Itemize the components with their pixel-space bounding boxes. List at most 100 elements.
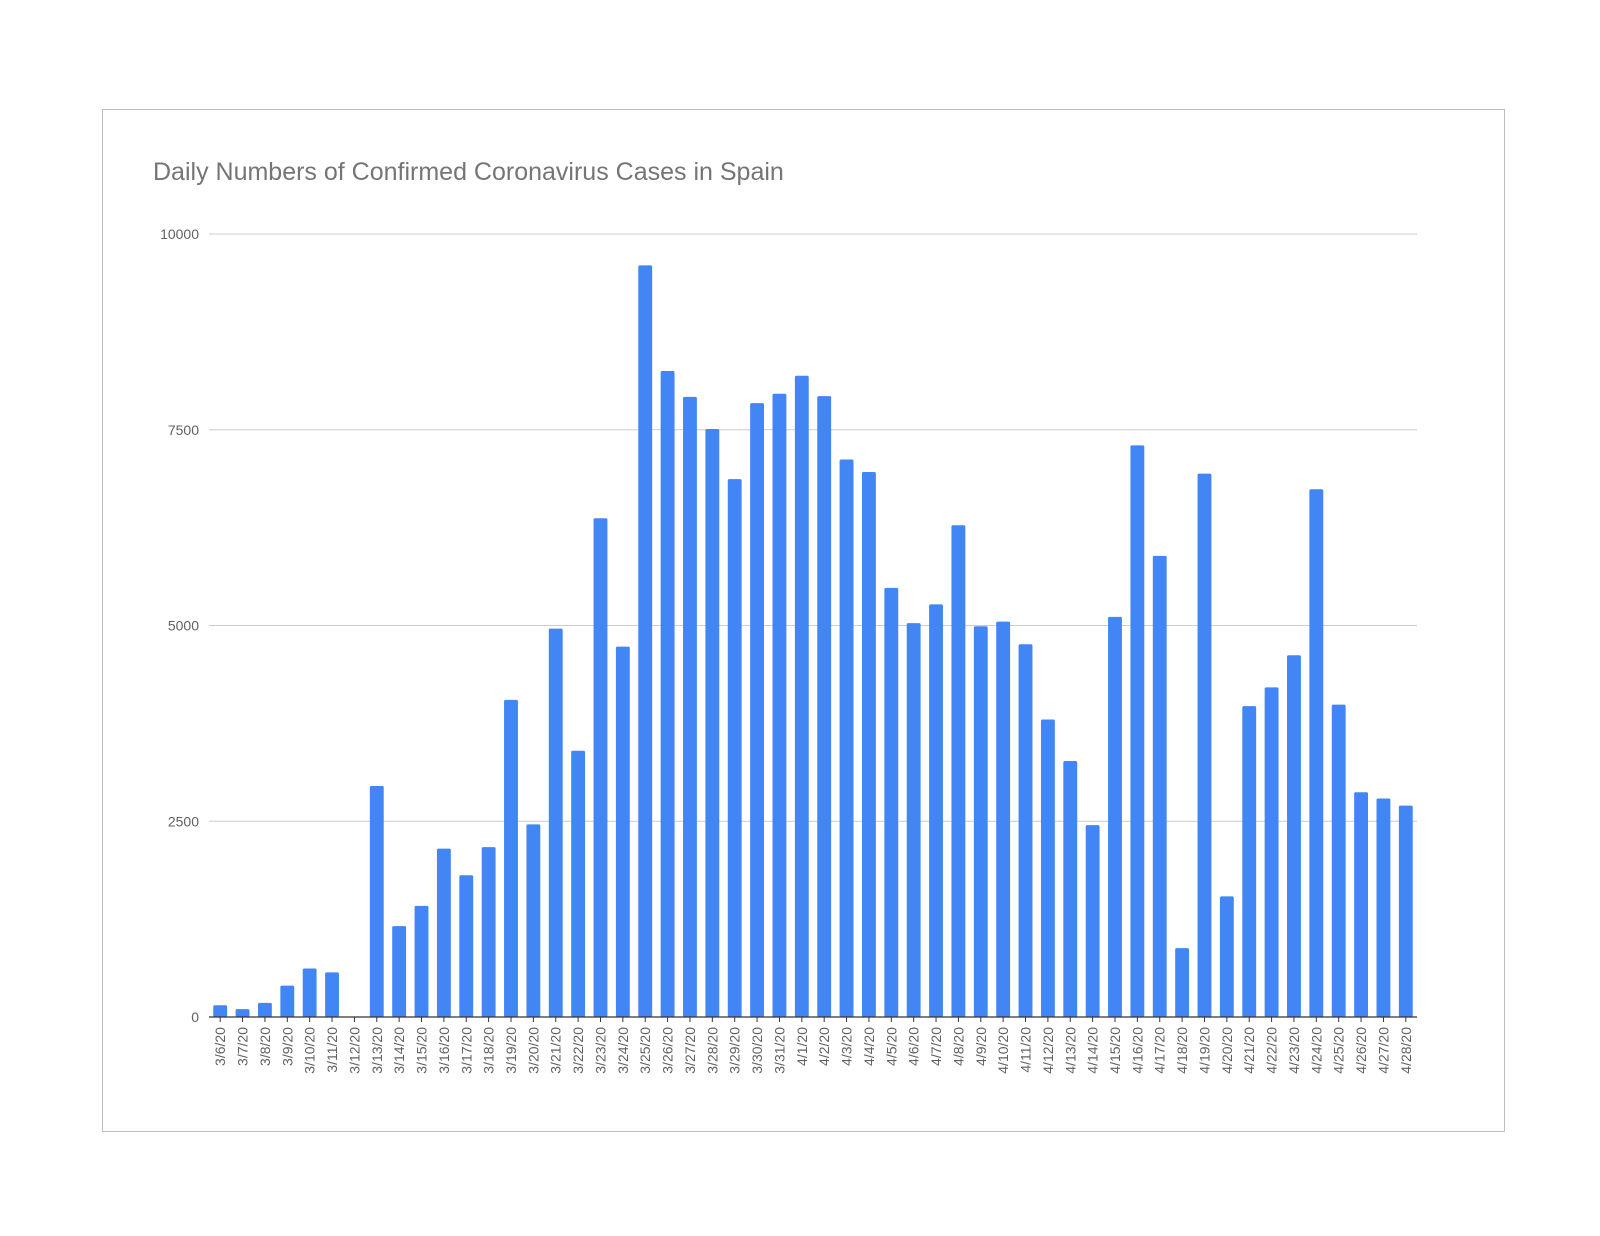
x-tick-label: 4/22/20	[1264, 1027, 1280, 1074]
x-tick-label: 3/25/20	[637, 1027, 653, 1074]
chart-title: Daily Numbers of Confirmed Coronavirus C…	[153, 158, 784, 186]
x-tick-label: 3/27/20	[682, 1027, 698, 1074]
bar	[325, 972, 339, 1017]
chart-frame: Daily Numbers of Confirmed Coronavirus C…	[102, 109, 1505, 1132]
bar	[1040, 719, 1055, 1017]
x-tick-label: 4/19/20	[1196, 1027, 1212, 1074]
bar	[973, 626, 988, 1017]
x-tick-label: 4/7/20	[928, 1027, 944, 1066]
x-tick-label: 3/28/20	[704, 1027, 720, 1074]
bar	[1331, 704, 1346, 1017]
y-tick-label: 2500	[168, 813, 199, 829]
bar	[839, 459, 854, 1017]
x-tick-label: 3/29/20	[727, 1027, 743, 1074]
bar	[817, 396, 832, 1017]
bar	[772, 393, 787, 1017]
bar	[571, 750, 586, 1017]
x-tick-label: 3/21/20	[548, 1027, 564, 1074]
x-tick-label: 4/24/20	[1308, 1027, 1324, 1074]
bar	[1354, 792, 1369, 1017]
x-tick-label: 4/12/20	[1040, 1027, 1056, 1074]
x-tick-label: 4/16/20	[1129, 1027, 1145, 1074]
x-tick-label: 3/6/20	[212, 1027, 228, 1066]
x-tick-label: 4/17/20	[1152, 1027, 1168, 1074]
bar	[1063, 760, 1078, 1017]
bars	[213, 265, 1413, 1018]
x-tick-label: 4/21/20	[1241, 1027, 1257, 1074]
bar	[861, 472, 876, 1018]
x-tick-label: 3/22/20	[570, 1027, 586, 1074]
x-tick-label: 4/11/20	[1018, 1027, 1034, 1073]
bar	[1175, 948, 1190, 1017]
x-tick-label: 3/8/20	[257, 1027, 273, 1066]
x-tick-label: 4/26/20	[1353, 1027, 1369, 1074]
x-tick-label: 3/26/20	[660, 1027, 676, 1074]
bar	[526, 824, 541, 1017]
x-tick-label: 4/5/20	[883, 1027, 899, 1066]
bar	[1018, 644, 1033, 1017]
x-tick-label: 3/7/20	[235, 1027, 251, 1066]
x-tick-label: 4/28/20	[1398, 1027, 1414, 1074]
chart-plot: 0 2500 5000 7500 10000 3/6/20 3/7/20 3/8/20 3/9…	[160, 226, 1417, 1074]
x-tick-label: 3/16/20	[436, 1027, 452, 1074]
bar	[481, 847, 496, 1017]
bar	[235, 1009, 250, 1017]
bar	[213, 1005, 228, 1017]
bar	[436, 848, 451, 1017]
x-tick-label: 3/30/20	[749, 1027, 765, 1074]
bar	[996, 621, 1011, 1017]
bar	[593, 518, 608, 1017]
bar	[257, 1002, 272, 1017]
x-tick-label: 3/24/20	[615, 1027, 631, 1074]
x-tick-label: 4/1/20	[794, 1027, 810, 1066]
bar	[1130, 445, 1145, 1017]
bar	[615, 646, 630, 1017]
bar	[660, 371, 675, 1017]
bar	[794, 375, 809, 1017]
x-tick-label: 3/23/20	[592, 1027, 608, 1074]
bar	[504, 699, 518, 1017]
bar	[369, 786, 384, 1017]
bar	[459, 875, 474, 1017]
x-tick-label: 3/10/20	[302, 1027, 318, 1074]
bar	[1287, 655, 1301, 1017]
bar	[638, 265, 653, 1017]
x-tick-label: 4/9/20	[973, 1027, 989, 1066]
x-tick-label: 4/13/20	[1062, 1027, 1078, 1074]
bar	[1309, 489, 1324, 1017]
bar	[727, 479, 742, 1018]
x-tick-label: 3/17/20	[458, 1027, 474, 1074]
bar	[1398, 805, 1413, 1017]
bar	[302, 968, 317, 1017]
x-tick-label: 4/3/20	[839, 1027, 855, 1066]
x-tick-label: 4/18/20	[1174, 1027, 1190, 1074]
x-axis	[209, 1016, 1417, 1022]
bar	[1376, 798, 1391, 1017]
x-tick-label: 3/9/20	[279, 1027, 295, 1066]
x-tick-label: 3/13/20	[369, 1027, 385, 1074]
x-axis-ticks: 3/6/20 3/7/20 3/8/20 3/9/20 3/10/20 3/11/20 3/…	[212, 1027, 1414, 1074]
x-tick-label: 3/19/20	[503, 1027, 519, 1074]
x-tick-label: 4/20/20	[1219, 1027, 1235, 1074]
x-tick-label: 4/8/20	[950, 1027, 966, 1066]
bar	[280, 985, 295, 1017]
bar	[951, 525, 966, 1017]
gridlines	[209, 233, 1417, 822]
bar	[1197, 473, 1212, 1017]
y-tick-label: 10000	[160, 226, 199, 242]
y-axis-ticks: 0 2500 5000 7500 10000	[160, 226, 199, 1025]
x-tick-label: 4/2/20	[816, 1027, 832, 1066]
x-tick-label: 4/10/20	[995, 1027, 1011, 1074]
x-tick-label: 4/25/20	[1331, 1027, 1347, 1074]
x-tick-label: 4/6/20	[906, 1027, 922, 1066]
y-tick-label: 7500	[168, 422, 199, 438]
bar	[683, 396, 697, 1017]
x-tick-label: 4/4/20	[861, 1027, 877, 1066]
x-tick-label: 3/14/20	[391, 1027, 407, 1074]
x-tick-label: 4/23/20	[1286, 1027, 1302, 1074]
bar	[929, 604, 943, 1017]
bar	[1219, 896, 1234, 1017]
x-tick-label: 3/11/20	[324, 1027, 340, 1073]
bar	[1152, 555, 1167, 1017]
bar	[548, 628, 563, 1017]
